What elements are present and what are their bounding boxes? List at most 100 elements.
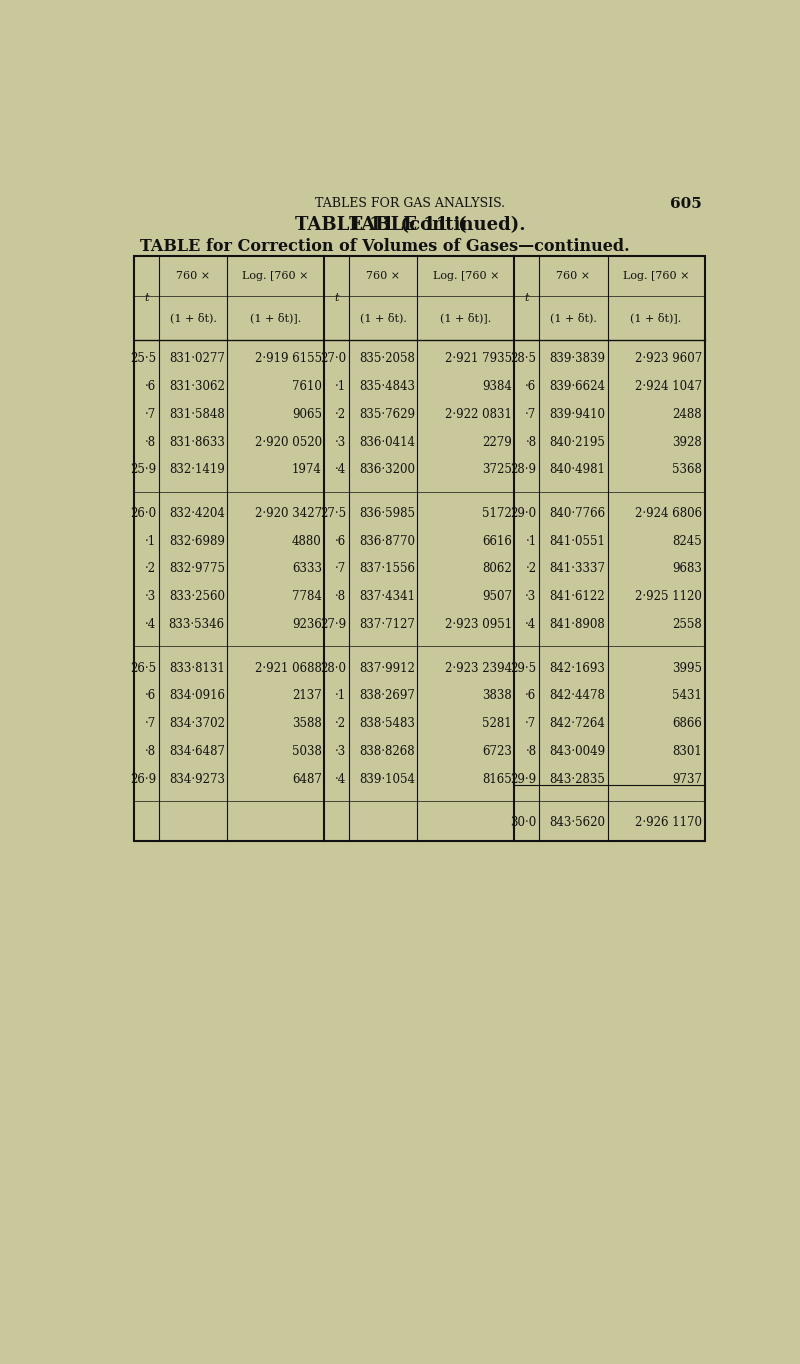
Text: 831·5848: 831·5848 (169, 408, 225, 420)
Text: 25·9: 25·9 (130, 464, 156, 476)
Text: Log. [760 ×: Log. [760 × (433, 271, 499, 281)
Text: 2·921 0688: 2·921 0688 (255, 662, 322, 675)
Text: 833·8131: 833·8131 (169, 662, 225, 675)
Text: t: t (144, 293, 149, 303)
Text: (1 + δt).: (1 + δt). (550, 312, 597, 323)
Text: 9236: 9236 (292, 618, 322, 632)
Text: ·4: ·4 (335, 464, 346, 476)
Text: 831·8633: 831·8633 (169, 435, 225, 449)
Text: TABLE for Correction of Volumes of Gases—continued.: TABLE for Correction of Volumes of Gases… (140, 239, 630, 255)
Text: 842·4478: 842·4478 (549, 689, 605, 702)
Text: 26·0: 26·0 (130, 506, 156, 520)
Text: 8062: 8062 (482, 562, 512, 576)
Text: 9384: 9384 (482, 379, 512, 393)
Text: ·3: ·3 (335, 745, 346, 758)
Text: 8245: 8245 (672, 535, 702, 547)
Text: 841·8908: 841·8908 (550, 618, 605, 632)
Text: 3725: 3725 (482, 464, 512, 476)
Text: ·6: ·6 (526, 379, 537, 393)
Text: ·7: ·7 (145, 408, 156, 420)
Text: 842·1693: 842·1693 (549, 662, 605, 675)
Text: ·6: ·6 (145, 379, 156, 393)
Text: (1 + δt)].: (1 + δt)]. (250, 312, 302, 323)
Text: 833·2560: 833·2560 (169, 591, 225, 603)
Text: 2·919 6155: 2·919 6155 (254, 352, 322, 364)
Text: ·8: ·8 (335, 591, 346, 603)
Text: 26·5: 26·5 (130, 662, 156, 675)
Text: 760 ×: 760 × (366, 271, 400, 281)
Text: ·7: ·7 (526, 717, 537, 730)
Text: 2279: 2279 (482, 435, 512, 449)
Text: 840·7766: 840·7766 (549, 506, 605, 520)
Text: 841·0551: 841·0551 (549, 535, 605, 547)
Text: 2·923 2394: 2·923 2394 (445, 662, 512, 675)
Text: 834·0916: 834·0916 (169, 689, 225, 702)
Text: 840·2195: 840·2195 (549, 435, 605, 449)
Text: 1974: 1974 (292, 464, 322, 476)
Text: 839·3839: 839·3839 (549, 352, 605, 364)
Text: 6723: 6723 (482, 745, 512, 758)
Text: 834·9273: 834·9273 (169, 773, 225, 786)
Text: ·1: ·1 (335, 379, 346, 393)
Text: 831·3062: 831·3062 (169, 379, 225, 393)
Text: 2·920 0520: 2·920 0520 (254, 435, 322, 449)
Text: ·4: ·4 (145, 618, 156, 632)
Text: 2488: 2488 (672, 408, 702, 420)
Text: 838·8268: 838·8268 (359, 745, 415, 758)
Text: 7610: 7610 (292, 379, 322, 393)
Text: 2·923 0951: 2·923 0951 (445, 618, 512, 632)
Text: 5368: 5368 (672, 464, 702, 476)
Text: ·3: ·3 (145, 591, 156, 603)
Text: 29·0: 29·0 (510, 506, 537, 520)
Text: 843·2835: 843·2835 (549, 773, 605, 786)
Text: 4880: 4880 (292, 535, 322, 547)
Text: 2·924 1047: 2·924 1047 (635, 379, 702, 393)
Text: 28·9: 28·9 (510, 464, 537, 476)
Text: t: t (525, 293, 529, 303)
Text: 837·1556: 837·1556 (359, 562, 415, 576)
Text: 5431: 5431 (672, 689, 702, 702)
Text: 2·920 3427: 2·920 3427 (254, 506, 322, 520)
Text: 2137: 2137 (292, 689, 322, 702)
Text: 27·9: 27·9 (320, 618, 346, 632)
Text: 9065: 9065 (292, 408, 322, 420)
Text: 760 ×: 760 × (556, 271, 590, 281)
Text: 6616: 6616 (482, 535, 512, 547)
Text: ·3: ·3 (526, 591, 537, 603)
Text: 832·6989: 832·6989 (169, 535, 225, 547)
Text: 839·6624: 839·6624 (549, 379, 605, 393)
Text: 2558: 2558 (672, 618, 702, 632)
Text: 6866: 6866 (672, 717, 702, 730)
Text: 5172: 5172 (482, 506, 512, 520)
Text: ·6: ·6 (145, 689, 156, 702)
Text: 8165: 8165 (482, 773, 512, 786)
Text: 5281: 5281 (482, 717, 512, 730)
Text: 841·3337: 841·3337 (549, 562, 605, 576)
Text: 838·5483: 838·5483 (359, 717, 415, 730)
Text: TABLES FOR GAS ANALYSIS.: TABLES FOR GAS ANALYSIS. (315, 198, 505, 210)
Text: 832·1419: 832·1419 (169, 464, 225, 476)
Text: 836·0414: 836·0414 (359, 435, 415, 449)
Text: 2·926 1170: 2·926 1170 (635, 817, 702, 829)
Text: 7784: 7784 (292, 591, 322, 603)
Text: 2·922 0831: 2·922 0831 (445, 408, 512, 420)
Text: ·8: ·8 (146, 435, 156, 449)
Text: ·1: ·1 (146, 535, 156, 547)
Text: 2·925 1120: 2·925 1120 (635, 591, 702, 603)
Text: ·6: ·6 (526, 689, 537, 702)
Text: 2·921 7935: 2·921 7935 (445, 352, 512, 364)
Text: TABLE 11  (: TABLE 11 ( (350, 216, 470, 235)
Text: 27·5: 27·5 (320, 506, 346, 520)
Text: 29·5: 29·5 (510, 662, 537, 675)
Text: ·1: ·1 (335, 689, 346, 702)
Text: 843·5620: 843·5620 (549, 817, 605, 829)
Text: 834·6487: 834·6487 (169, 745, 225, 758)
Text: 25·5: 25·5 (130, 352, 156, 364)
Text: 9683: 9683 (672, 562, 702, 576)
Text: ·4: ·4 (526, 618, 537, 632)
Text: Log. [760 ×: Log. [760 × (622, 271, 690, 281)
Text: 27·0: 27·0 (320, 352, 346, 364)
Text: 833·5346: 833·5346 (169, 618, 225, 632)
Text: 839·1054: 839·1054 (359, 773, 415, 786)
Text: 6333: 6333 (292, 562, 322, 576)
